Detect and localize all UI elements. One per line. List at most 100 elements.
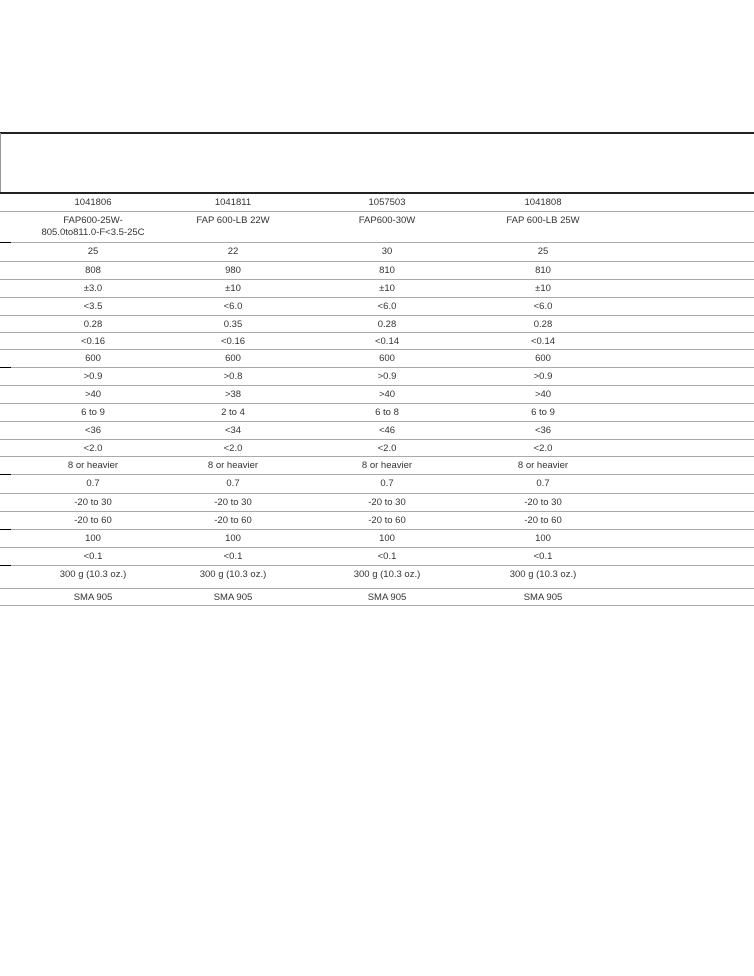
table-cell: -20 to 30 <box>524 497 562 508</box>
table-cell: 810 <box>379 265 395 276</box>
table-cell: ±10 <box>379 283 395 294</box>
table-row: <3.5 <6.0 <6.0 <6.0 <box>0 298 754 316</box>
table-cell: 0.28 <box>83 319 103 330</box>
table-cell: 100 <box>535 533 551 544</box>
table-cell: 22 <box>227 246 239 257</box>
table-cell: -20 to 30 <box>74 497 112 508</box>
table-cell: 300 g (10.3 oz.) <box>353 569 421 580</box>
table-cell: <2.0 <box>83 443 103 454</box>
table-cell: 300 g (10.3 oz.) <box>59 569 127 580</box>
table-cell: 0.7 <box>380 478 394 489</box>
header-left-border <box>0 133 1 194</box>
table-cell: -20 to 60 <box>524 515 562 526</box>
table-cell: FAP 600-LB 25W <box>506 215 580 226</box>
table-cell: >0.9 <box>377 371 397 382</box>
table-cell: >0.8 <box>223 371 243 382</box>
table-cell: 6 to 8 <box>375 407 399 418</box>
table-cell: 100 <box>85 533 101 544</box>
table-row: <36 <34 <46 <36 <box>0 422 754 440</box>
table-cell: 808 <box>85 265 101 276</box>
table-cell: 2 to 4 <box>221 407 245 418</box>
table-row: 100 100 100 100 <box>0 530 754 548</box>
table-cell: <36 <box>84 425 102 436</box>
table-row: 6 to 9 2 to 4 6 to 8 6 to 9 <box>0 404 754 422</box>
table-cell: -20 to 30 <box>368 497 406 508</box>
table-row: >0.9 >0.8 >0.9 >0.9 <box>0 368 754 386</box>
table-cell: FAP 600-LB 22W <box>196 215 270 226</box>
table-cell: <2.0 <box>533 443 553 454</box>
table-cell: ±10 <box>535 283 551 294</box>
table-cell: <0.16 <box>80 336 106 347</box>
table-cell: <2.0 <box>377 443 397 454</box>
table-cell: -20 to 30 <box>214 497 252 508</box>
table-cell: <6.0 <box>533 301 553 312</box>
table-header-rule <box>0 192 754 194</box>
table-row: 600 600 600 600 <box>0 350 754 368</box>
table-cell: <0.1 <box>377 551 397 562</box>
table-cell: <3.5 <box>83 301 103 312</box>
table-cell: 0.7 <box>226 478 240 489</box>
table-cell: SMA 905 <box>367 592 407 603</box>
table-row: <2.0 <2.0 <2.0 <2.0 <box>0 440 754 457</box>
table-cell: 6 to 9 <box>81 407 105 418</box>
table-cell: SMA 905 <box>523 592 563 603</box>
table-cell: 8 or heavier <box>207 460 259 471</box>
table-cell: SMA 905 <box>213 592 253 603</box>
table-cell: ±10 <box>225 283 241 294</box>
table-row: ±3.0 ±10 ±10 ±10 <box>0 280 754 298</box>
table-cell: 25 <box>87 246 99 257</box>
table-row: <0.1 <0.1 <0.1 <0.1 <box>0 548 754 566</box>
table-cell: 1057503 <box>368 197 406 208</box>
table-row: -20 to 30 -20 to 30 -20 to 30 -20 to 30 <box>0 494 754 512</box>
table-cell: <46 <box>378 425 396 436</box>
table-cell: <0.1 <box>223 551 243 562</box>
table-cell: <2.0 <box>223 443 243 454</box>
table-cell: <0.1 <box>533 551 553 562</box>
table-cell: -20 to 60 <box>214 515 252 526</box>
table-cell: 0.7 <box>536 478 550 489</box>
table-cell: 0.35 <box>223 319 243 330</box>
table-cell: >40 <box>378 389 396 400</box>
table-cell: 600 <box>85 353 101 364</box>
table-cell: 1041808 <box>524 197 562 208</box>
table-row: 0.7 0.7 0.7 0.7 <box>0 475 754 494</box>
table-cell: <0.14 <box>530 336 556 347</box>
table-cell: >38 <box>224 389 242 400</box>
table-cell: -20 to 60 <box>368 515 406 526</box>
table-cell: FAP600-30W <box>358 215 416 226</box>
table-cell: 600 <box>535 353 551 364</box>
table-row: 808 980 810 810 <box>0 262 754 280</box>
table-cell: <0.1 <box>83 551 103 562</box>
table-row: FAP600-25W-805.0to811.0-F<3.5-25C FAP 600… <box>0 212 754 243</box>
table-cell: ±3.0 <box>83 283 103 294</box>
table-cell: 300 g (10.3 oz.) <box>199 569 267 580</box>
table-cell: >40 <box>534 389 552 400</box>
table-cell: -20 to 60 <box>74 515 112 526</box>
spec-table: 1041806 1041811 1057503 1041808 FAP600-25W-8… <box>0 194 754 606</box>
table-top-rule <box>0 132 754 134</box>
table-cell: FAP600-25W-805.0to811.0-F<3.5-25C <box>41 215 145 238</box>
table-row: 25 22 30 25 <box>0 243 754 262</box>
table-row: SMA 905 SMA 905 SMA 905 SMA 905 <box>0 589 754 606</box>
table-cell: <6.0 <box>223 301 243 312</box>
table-cell: 6 to 9 <box>531 407 555 418</box>
table-cell: >0.9 <box>83 371 103 382</box>
table-row: 300 g (10.3 oz.) 300 g (10.3 oz.) 300 g (1… <box>0 566 754 589</box>
table-cell: 100 <box>379 533 395 544</box>
table-row: >40 >38 >40 >40 <box>0 386 754 404</box>
table-cell: >40 <box>84 389 102 400</box>
table-row: <0.16 <0.16 <0.14 <0.14 <box>0 333 754 350</box>
table-cell: 0.28 <box>377 319 397 330</box>
table-cell: 1041806 <box>74 197 112 208</box>
table-cell: <0.16 <box>220 336 246 347</box>
table-cell: 600 <box>225 353 241 364</box>
table-cell: 1041811 <box>214 197 252 208</box>
table-cell: <6.0 <box>377 301 397 312</box>
table-cell: 8 or heavier <box>67 460 119 471</box>
table-cell: 8 or heavier <box>361 460 413 471</box>
table-cell: 100 <box>225 533 241 544</box>
table-cell: 810 <box>535 265 551 276</box>
table-row: 0.28 0.35 0.28 0.28 <box>0 316 754 333</box>
table-row: 8 or heavier 8 or heavier 8 or heavier 8 or… <box>0 457 754 475</box>
table-cell: <0.14 <box>374 336 400 347</box>
